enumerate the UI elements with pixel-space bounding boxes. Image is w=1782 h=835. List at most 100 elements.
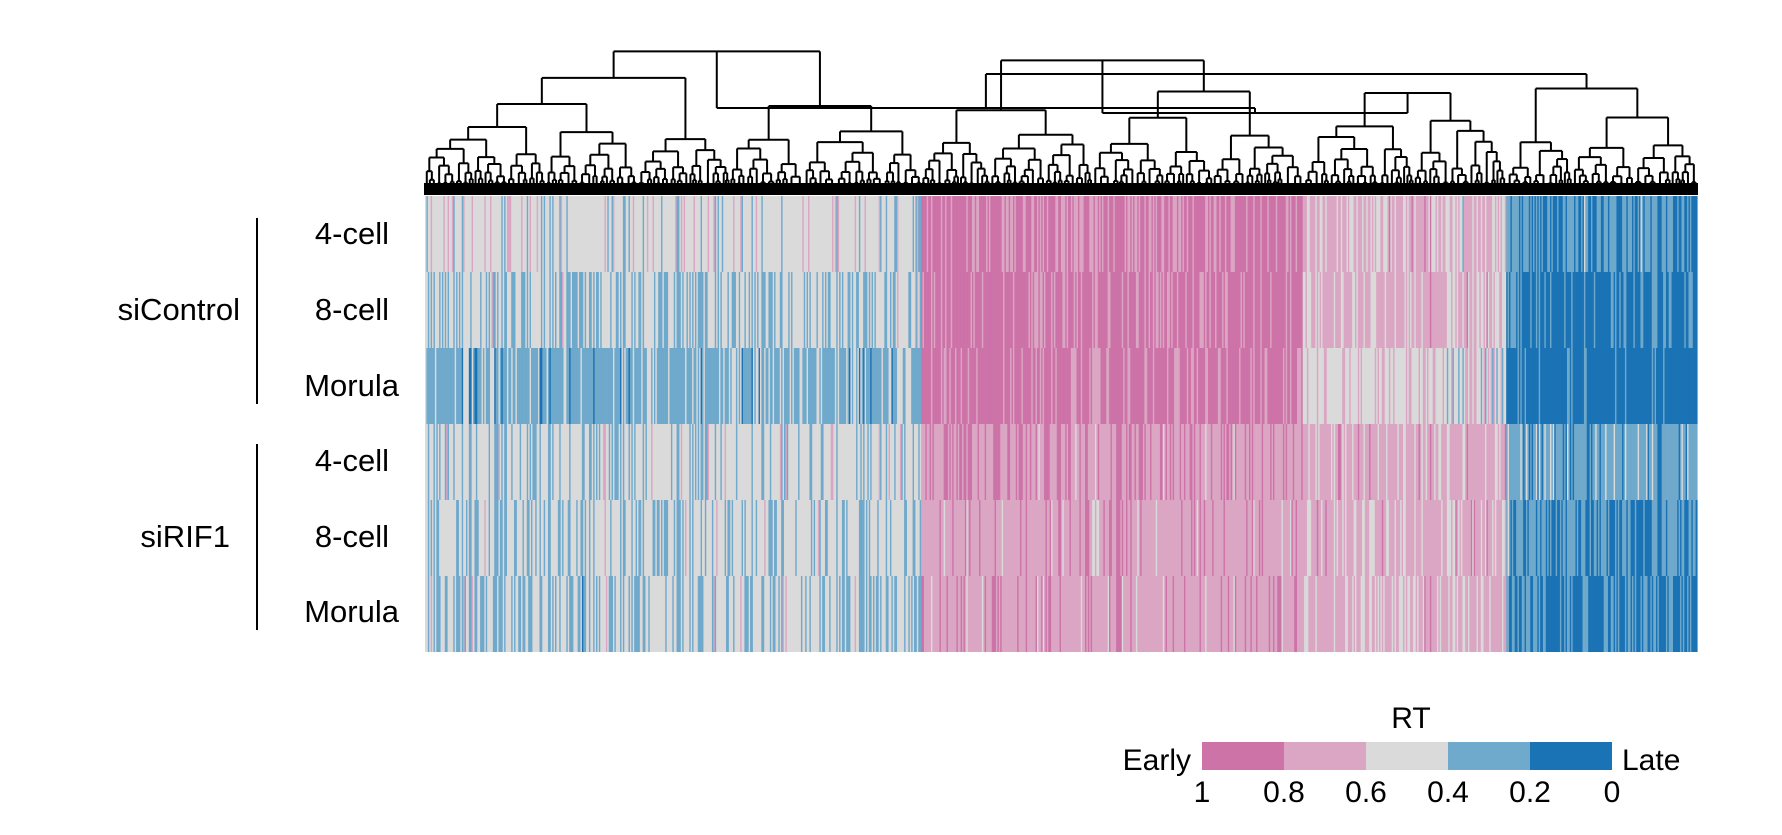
heatmap-cell (981, 348, 984, 424)
heatmap-cell (590, 576, 593, 652)
heatmap-cell (1014, 196, 1017, 272)
heatmap-cell (1248, 576, 1251, 652)
heatmap-cell (1213, 196, 1216, 272)
heatmap-cell (1240, 196, 1243, 272)
heatmap-cell (899, 576, 902, 652)
heatmap-cell (779, 500, 782, 576)
heatmap-cell (1038, 576, 1041, 652)
heatmap-cell (1089, 500, 1092, 576)
heatmap-cell (576, 424, 579, 500)
heatmap-cell (750, 500, 753, 576)
heatmap-cell (785, 424, 788, 500)
heatmap-cell (694, 272, 697, 348)
heatmap-cell (504, 196, 507, 272)
heatmap-cell (1171, 348, 1174, 424)
heatmap-cell (1186, 272, 1189, 348)
heatmap-cell (1161, 348, 1164, 424)
heatmap-cell (495, 576, 498, 652)
heatmap-cell (757, 348, 760, 424)
heatmap-cell (603, 424, 606, 500)
heatmap-cell (675, 196, 678, 272)
heatmap-cell (699, 576, 702, 652)
heatmap-cell (1031, 196, 1034, 272)
heatmap-cell (873, 576, 876, 652)
heatmap-cell (1236, 348, 1239, 424)
heatmap-cell (552, 272, 555, 348)
heatmap-cell (696, 348, 699, 424)
heatmap-cell (871, 348, 874, 424)
heatmap-cell (864, 424, 867, 500)
heatmap-cell (1315, 500, 1318, 576)
heatmap-cell (604, 424, 607, 500)
heatmap-cell (1152, 500, 1155, 576)
heatmap-cell (556, 576, 559, 652)
heatmap-cell (1085, 424, 1088, 500)
heatmap-cell (1227, 424, 1230, 500)
heatmap-cell (899, 348, 902, 424)
heatmap-cell (969, 348, 972, 424)
heatmap-cell (433, 500, 436, 576)
heatmap-cell (584, 196, 587, 272)
heatmap-cell (897, 424, 900, 500)
heatmap-cell (593, 196, 596, 272)
heatmap-cell (653, 196, 656, 272)
heatmap-cell (1090, 272, 1093, 348)
heatmap-cell (465, 424, 468, 500)
heatmap-cell (864, 348, 867, 424)
heatmap-cell (1169, 576, 1172, 652)
heatmap-cell (470, 424, 473, 500)
heatmap-cell (776, 348, 779, 424)
heatmap-cell (1239, 424, 1242, 500)
heatmap-cell (629, 196, 632, 272)
heatmap-cell (692, 424, 695, 500)
heatmap-cell (465, 576, 468, 652)
heatmap-cell (1069, 576, 1072, 652)
heatmap-cell (644, 272, 647, 348)
heatmap-cell (1253, 424, 1256, 500)
heatmap-cell (914, 196, 917, 272)
heatmap-cell (560, 500, 563, 576)
heatmap-cell (528, 348, 531, 424)
heatmap-cell (858, 272, 861, 348)
heatmap-cell (717, 272, 720, 348)
heatmap-cell (1080, 424, 1083, 500)
heatmap-cell (1202, 424, 1205, 500)
heatmap-cell (1191, 348, 1194, 424)
heatmap-cell (1175, 272, 1178, 348)
heatmap-cell (909, 424, 912, 500)
heatmap-cell (799, 348, 802, 424)
heatmap-cell (457, 348, 460, 424)
heatmap-cell (1260, 576, 1263, 652)
heatmap-cell (1213, 348, 1216, 424)
heatmap-cell (1243, 424, 1246, 500)
heatmap-cell (824, 348, 827, 424)
heatmap-cell (478, 500, 481, 576)
heatmap-cell (502, 348, 505, 424)
heatmap-cell (1172, 424, 1175, 500)
heatmap-cell (481, 424, 484, 500)
heatmap-cell (938, 424, 941, 500)
heatmap-cell (427, 500, 430, 576)
heatmap-cell (925, 272, 928, 348)
heatmap-cell (1157, 196, 1160, 272)
heatmap-cell (1226, 576, 1229, 652)
heatmap-cell (1229, 348, 1232, 424)
heatmap-cell (465, 348, 468, 424)
heatmap-cell (827, 500, 830, 576)
heatmap-cell (495, 424, 498, 500)
heatmap-cell (680, 272, 683, 348)
heatmap-cell (813, 272, 816, 348)
heatmap-cell (820, 576, 823, 652)
heatmap-cell (1167, 272, 1170, 348)
heatmap-cell (631, 424, 634, 500)
heatmap-cell (463, 196, 466, 272)
heatmap-cell (505, 576, 508, 652)
heatmap-cell (793, 272, 796, 348)
heatmap-cell (579, 272, 582, 348)
heatmap-cell (432, 576, 435, 652)
heatmap-cell (1159, 576, 1162, 652)
heatmap-cell (1087, 500, 1090, 576)
heatmap-cell (571, 424, 574, 500)
heatmap-cell (702, 348, 705, 424)
heatmap-cell (894, 348, 897, 424)
